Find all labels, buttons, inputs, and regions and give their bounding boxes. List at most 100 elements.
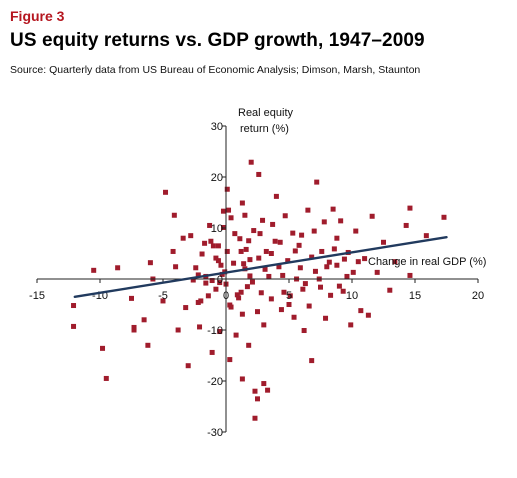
y-tick-label: 10 [211, 223, 223, 235]
scatter-point [100, 345, 106, 351]
scatter-point [233, 332, 239, 338]
scatter-point [188, 233, 194, 239]
scatter-point [231, 260, 237, 266]
scatter-point [203, 280, 209, 286]
scatter-point [163, 189, 169, 195]
x-tick-label: 15 [409, 290, 421, 302]
scatter-point [311, 228, 317, 234]
scatter-point [198, 298, 204, 304]
scatter-point [353, 228, 359, 234]
scatter-point [297, 265, 303, 271]
scatter-point [218, 262, 224, 268]
scatter-point [355, 259, 361, 265]
scatter-point [285, 258, 291, 264]
scatter-point [226, 207, 232, 213]
scatter-point [197, 324, 203, 330]
scatter-point [403, 222, 409, 228]
scatter-point [246, 238, 252, 244]
scatter-point [256, 171, 262, 177]
scatter-point [207, 222, 213, 228]
scatter-point [334, 235, 340, 241]
scatter-point [263, 248, 269, 254]
scatter-point [302, 281, 308, 287]
scatter-point [323, 315, 329, 321]
scatter-point [268, 296, 274, 302]
scatter-point [160, 298, 166, 304]
y-tick-label: 0 [217, 274, 223, 286]
scatter-point [243, 246, 249, 252]
scatter-point [300, 286, 306, 292]
scatter-point [190, 277, 196, 283]
scatter-point [276, 264, 282, 270]
scatter-point [238, 289, 244, 295]
figure-label: Figure 3 [10, 8, 65, 24]
scatter-point [260, 217, 266, 223]
scatter-point [71, 323, 77, 329]
scatter-point [336, 283, 342, 289]
scatter-point [374, 269, 380, 275]
scatter-point [281, 289, 287, 295]
scatter-point [282, 213, 288, 219]
scatter-point [273, 193, 279, 199]
scatter-point [215, 258, 221, 264]
scatter-point [91, 267, 97, 273]
scatter-point [239, 376, 245, 382]
scatter-point [183, 305, 189, 311]
scatter-point [251, 228, 257, 234]
y-tick-label: -10 [207, 325, 223, 337]
scatter-point [261, 322, 267, 328]
scatter-point [224, 248, 230, 254]
scatter-point [208, 238, 214, 244]
scatter-point [358, 308, 364, 314]
scatter-point [292, 248, 298, 254]
scatter-point [220, 224, 226, 230]
scatter-point [202, 240, 208, 246]
scatter-point [256, 255, 262, 261]
scatter-point [170, 248, 176, 254]
scatter-point [228, 215, 234, 221]
scatter-point [314, 179, 320, 185]
scatter-point [318, 284, 323, 290]
scatter-point [185, 363, 191, 369]
scatter-point [330, 206, 336, 212]
scatter-point [71, 303, 77, 309]
y-axis-label-line2: return (%) [240, 123, 289, 135]
scatter-point [261, 381, 267, 387]
scatter-point [381, 239, 386, 245]
scatter-point [277, 239, 283, 245]
x-axis-label: Change in real GDP (%) [368, 256, 486, 268]
scatter-point [309, 254, 315, 260]
scatter-point [270, 221, 276, 227]
scatter-point [287, 293, 293, 299]
scatter-point [407, 272, 413, 278]
scatter-point [209, 278, 215, 284]
trend-layer [73, 235, 448, 299]
scatter-point [171, 212, 177, 218]
scatter-point [236, 295, 242, 301]
scatter-point [280, 272, 286, 278]
scatter-point [365, 312, 371, 318]
scatter-point [305, 207, 311, 213]
scatter-point [348, 322, 354, 328]
scatter-point [255, 396, 260, 402]
scatter-point [129, 295, 134, 301]
scatter-point [224, 186, 230, 192]
scatter-point [193, 265, 199, 271]
scatter-point [199, 251, 205, 257]
scatter-point [258, 290, 264, 296]
chart-title: US equity returns vs. GDP growth, 1947–2… [10, 30, 425, 51]
scatter-point [387, 287, 393, 293]
scatter-point [173, 264, 179, 270]
scatter-point [278, 307, 284, 313]
scatter-point [205, 293, 211, 299]
x-tick-label: 5 [286, 290, 292, 302]
scatter-point [272, 238, 278, 244]
scatter-point [175, 327, 181, 333]
source-note: Source: Quarterly data from US Bureau of… [10, 64, 421, 76]
scatter-point [103, 375, 109, 381]
scatter-point [239, 311, 245, 317]
scatter-point [306, 303, 312, 309]
scatter-point [407, 205, 413, 211]
x-tick-label: -5 [158, 290, 168, 302]
scatter-point [290, 230, 296, 236]
